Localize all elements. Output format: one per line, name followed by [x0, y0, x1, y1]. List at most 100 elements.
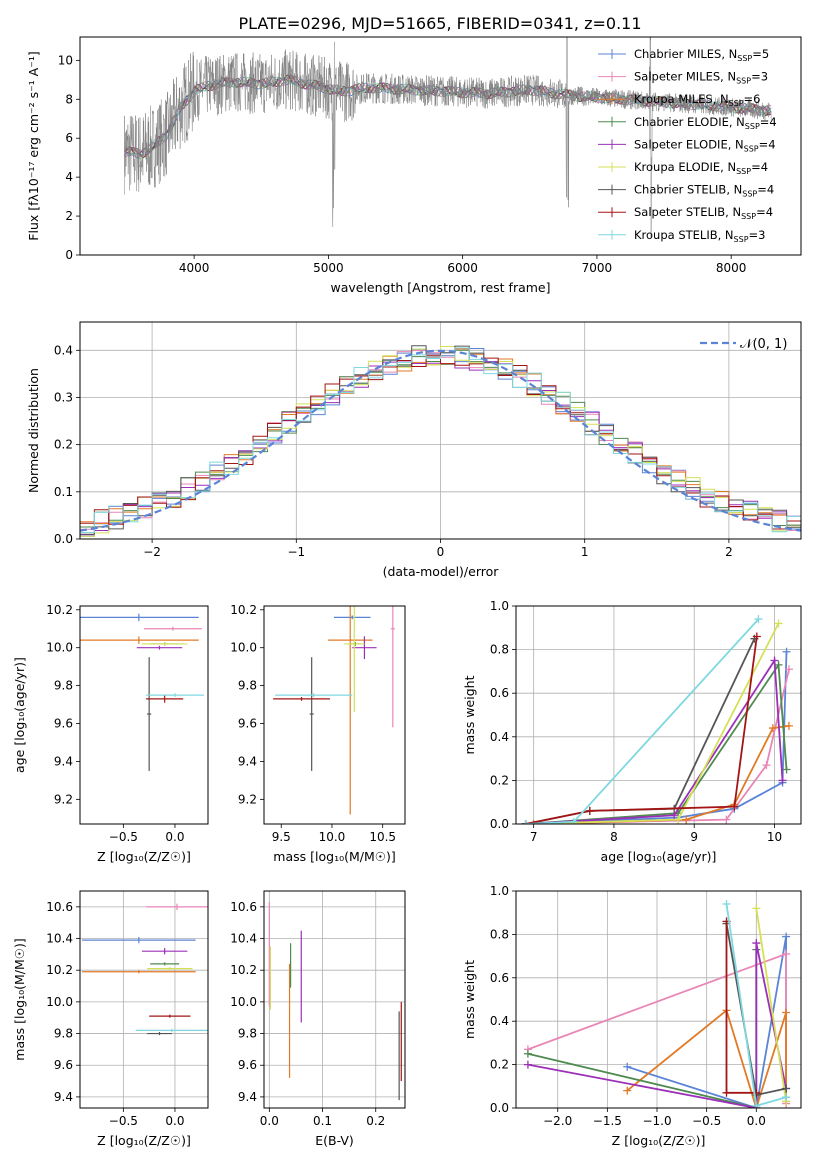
y-tick-label: 0.0 — [490, 817, 509, 831]
x-axis-label: Z [log₁₀(Z/Z☉)] — [97, 849, 191, 864]
weight-line-chabrier_stelib — [525, 638, 756, 824]
weight-marker-kroupa_elodie — [752, 904, 761, 913]
legend-label-n: =3 — [749, 228, 766, 242]
plot-area-residuals — [80, 345, 801, 537]
x-tick-label: 8000 — [716, 261, 747, 275]
weight-marker-chabrier_miles — [782, 647, 791, 656]
legend-label-chabrier_elodie: Chabrier ELODIE, NSSP=4 — [634, 115, 777, 131]
y-tick-label: 10.0 — [230, 995, 257, 1009]
y-tick-label: 9.6 — [54, 717, 73, 731]
legend-label-sub: SSP — [744, 144, 759, 153]
legend-label-kroupa_miles: Kroupa MILES, NSSP=6 — [634, 92, 760, 108]
weight-line-kroupa_elodie — [755, 908, 787, 1102]
normal-curve — [80, 349, 801, 532]
x-tick-label: 10 — [767, 830, 782, 844]
x-tick-label: −2 — [143, 545, 161, 559]
axes-age_vs_mass: 9.5 10.0 10.5 9.2 9.4 9.6 9.8 10.0 10.2 mass [log… — [230, 603, 406, 864]
legend-label-n: =6 — [744, 92, 761, 106]
weight-marker-kroupa_stelib — [752, 1101, 761, 1108]
legend-label-n: =4 — [757, 183, 774, 197]
x-axis-label: E(B-V) — [315, 1133, 354, 1148]
axes-frame — [263, 890, 406, 1109]
weight-line-chabrier_elodie — [525, 662, 788, 824]
legend-label-n: =5 — [752, 47, 769, 61]
x-tick-label: −1.0 — [642, 1114, 671, 1128]
legend-label-sub: SSP — [737, 54, 752, 63]
axes-mass_vs_z: −0.5 0.0 9.4 9.6 9.8 10.0 10.2 10.4 10.6 Z [log₁₀… — [12, 890, 209, 1148]
legend-label-sub: SSP — [742, 190, 757, 199]
legend-label-sub: SSP — [734, 235, 749, 244]
y-tick-label: 8 — [65, 92, 73, 106]
y-tick-label: 9.6 — [54, 1058, 73, 1072]
legend-label-text: Kroupa ELODIE, N — [634, 160, 736, 174]
legend-label-text: Salpeter ELODIE, N — [634, 137, 744, 151]
weight-line-salpeter_elodie — [525, 657, 784, 824]
axes-frame — [79, 36, 802, 256]
legend-label-sub: SSP — [736, 77, 751, 86]
legend-label-sub: SSP — [745, 122, 760, 131]
y-tick-label: 0.0 — [490, 1101, 509, 1115]
axes-frame — [515, 605, 802, 825]
legend-label-n: =4 — [756, 205, 773, 219]
y-tick-label: 10.6 — [46, 900, 73, 914]
y-tick-label: 9.4 — [54, 1090, 73, 1104]
x-axis-label: age [log₁₀(age/yr)] — [601, 849, 717, 864]
y-tick-label: 9.2 — [238, 792, 257, 806]
y-tick-label: 10.4 — [230, 932, 257, 946]
x-tick-label: 0.0 — [260, 1114, 279, 1128]
x-tick-label: 7 — [530, 830, 538, 844]
y-tick-label: 10.4 — [46, 932, 73, 946]
x-axis-label: wavelength [Angstrom, rest frame] — [330, 280, 550, 295]
legend-label-salpeter_stelib: Salpeter STELIB, NSSP=4 — [634, 205, 773, 221]
x-tick-label: 0.0 — [747, 1114, 766, 1128]
y-axis-label: age [log₁₀(age/yr)] — [12, 657, 27, 773]
weight-marker-kroupa_miles — [782, 1008, 791, 1017]
weight-marker-kroupa_elodie — [674, 815, 683, 824]
legend-label-text: Chabrier ELODIE, N — [634, 115, 745, 129]
weight-marker-salpeter_stelib — [730, 802, 739, 811]
axes-weight_vs_z: −2.0 −1.5 −1.0 −0.5 0.0 0.0 0.2 0.4 0.6 0.8 1.0 Z [… — [462, 884, 802, 1148]
y-tick-label: 0.8 — [490, 927, 509, 941]
axes-frame — [263, 605, 406, 825]
y-tick-label: 10.0 — [230, 641, 257, 655]
y-tick-label: 0.0 — [54, 532, 73, 546]
y-tick-label: 0.1 — [54, 485, 73, 499]
plot-area-age_vs_z — [80, 613, 204, 771]
weight-line-kroupa_miles — [626, 1008, 787, 1108]
y-tick-label: 10 — [58, 53, 73, 67]
weight-marker-salpeter_elodie — [752, 939, 761, 948]
weight-marker-chabrier_stelib — [782, 1084, 791, 1093]
y-tick-label: 0.6 — [490, 971, 509, 985]
x-tick-label: 0.2 — [366, 1114, 385, 1128]
x-tick-label: 1 — [581, 545, 589, 559]
legend-label-n: =4 — [751, 160, 768, 174]
weight-marker-salpeter_miles — [784, 665, 793, 674]
x-tick-label: 4000 — [179, 261, 210, 275]
weight-marker-salpeter_miles — [722, 815, 731, 824]
legend-label-sub: SSP — [736, 167, 751, 176]
axes-frame — [79, 890, 209, 1109]
weight-line-salpeter_elodie — [527, 942, 787, 1108]
weight-marker-salpeter_stelib — [585, 806, 594, 815]
x-tick-label: 2 — [725, 545, 733, 559]
y-axis-label: mass weight — [462, 960, 477, 1039]
y-tick-label: 0.3 — [54, 390, 73, 404]
x-tick-label: 5000 — [313, 261, 344, 275]
weight-marker-kroupa_stelib — [722, 900, 731, 909]
y-axis-label: Flux [fλ10⁻¹⁷ erg cm⁻² s⁻¹ A⁻¹] — [26, 51, 41, 240]
y-tick-label: 9.6 — [238, 1058, 257, 1072]
axes-frame — [515, 890, 802, 1109]
axes-age_vs_z: −0.5 0.0 9.2 9.4 9.6 9.8 10.0 10.2 Z [log₁₀(Z/Z☉… — [12, 603, 209, 864]
weight-marker-kroupa_elodie — [774, 619, 783, 628]
weight-line-chabrier_elodie — [527, 949, 758, 1108]
y-tick-label: 1.0 — [490, 599, 509, 613]
y-tick-label: 10.6 — [230, 900, 257, 914]
y-axis-label: mass [log₁₀(M/M☉)] — [12, 938, 27, 1060]
y-tick-label: 0.2 — [490, 773, 509, 787]
weight-line-chabrier_miles — [525, 651, 788, 824]
x-tick-label: −0.5 — [109, 830, 138, 844]
weight-marker-kroupa_stelib — [569, 817, 578, 824]
x-tick-label: 0.0 — [165, 830, 184, 844]
weight-marker-chabrier_miles — [782, 932, 791, 941]
